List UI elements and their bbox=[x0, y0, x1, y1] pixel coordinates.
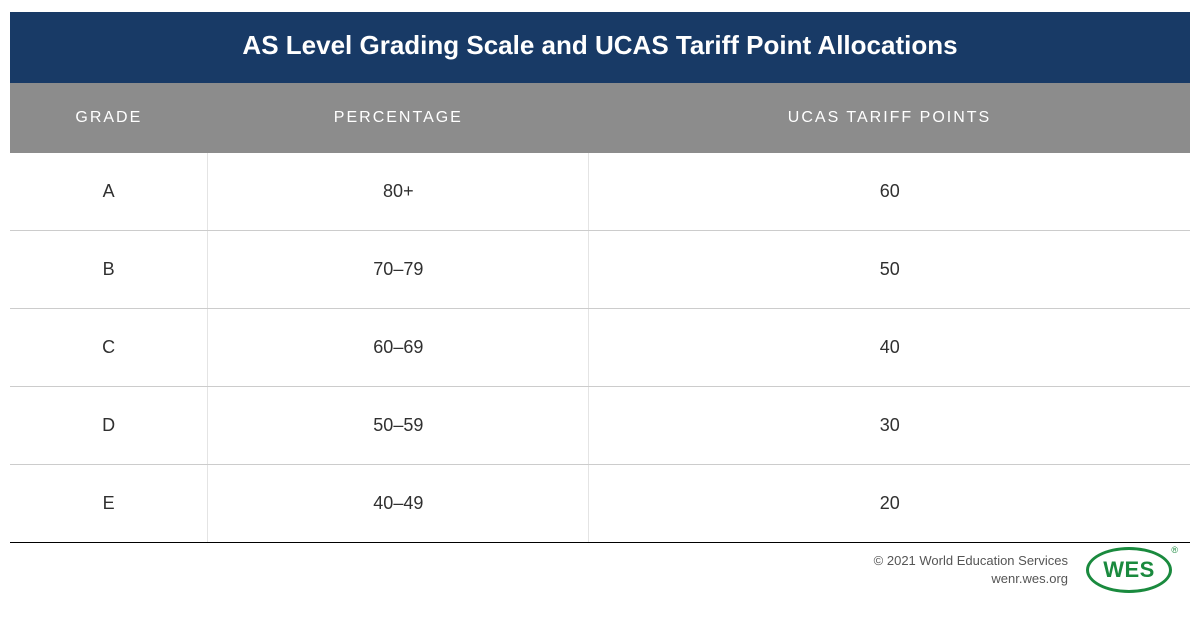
column-header: GRADE bbox=[10, 83, 208, 153]
table-cell: 20 bbox=[589, 465, 1190, 543]
table-body: A80+60B70–7950C60–6940D50–5930E40–4920 bbox=[10, 153, 1190, 543]
table-row: C60–6940 bbox=[10, 309, 1190, 387]
registered-mark: ® bbox=[1171, 545, 1178, 555]
table-cell: B bbox=[10, 231, 208, 309]
figure-footer: © 2021 World Education Services wenr.wes… bbox=[874, 547, 1172, 593]
table-cell: E bbox=[10, 465, 208, 543]
table-cell: 60 bbox=[589, 153, 1190, 231]
grading-table: GRADEPERCENTAGEUCAS TARIFF POINTS A80+60… bbox=[10, 83, 1190, 543]
table-row: B70–7950 bbox=[10, 231, 1190, 309]
table-cell: 40–49 bbox=[208, 465, 589, 543]
column-header: UCAS TARIFF POINTS bbox=[589, 83, 1190, 153]
column-header: PERCENTAGE bbox=[208, 83, 589, 153]
table-header-row: GRADEPERCENTAGEUCAS TARIFF POINTS bbox=[10, 83, 1190, 153]
figure-title: AS Level Grading Scale and UCAS Tariff P… bbox=[10, 12, 1190, 83]
copyright-line: © 2021 World Education Services bbox=[874, 552, 1068, 570]
table-cell: C bbox=[10, 309, 208, 387]
table-figure: AS Level Grading Scale and UCAS Tariff P… bbox=[0, 0, 1200, 621]
table-row: A80+60 bbox=[10, 153, 1190, 231]
table-cell: 30 bbox=[589, 387, 1190, 465]
table-cell: A bbox=[10, 153, 208, 231]
table-cell: 50–59 bbox=[208, 387, 589, 465]
source-url: wenr.wes.org bbox=[874, 570, 1068, 588]
table-cell: 80+ bbox=[208, 153, 589, 231]
table-cell: 60–69 bbox=[208, 309, 589, 387]
table-cell: 70–79 bbox=[208, 231, 589, 309]
table-row: D50–5930 bbox=[10, 387, 1190, 465]
logo-text: WES bbox=[1086, 547, 1172, 593]
table-row: E40–4920 bbox=[10, 465, 1190, 543]
footer-text: © 2021 World Education Services wenr.wes… bbox=[874, 552, 1068, 588]
wes-logo: WES ® bbox=[1086, 547, 1172, 593]
table-cell: 40 bbox=[589, 309, 1190, 387]
table-cell: D bbox=[10, 387, 208, 465]
table-cell: 50 bbox=[589, 231, 1190, 309]
